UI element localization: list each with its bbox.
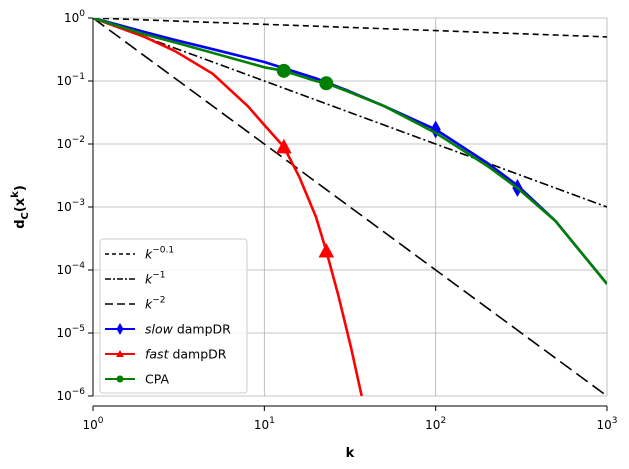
y-tick-label-1: 10−1	[56, 72, 85, 88]
legend-item-k-0.1: k−0.1	[105, 246, 174, 262]
legend: k−0.1 k−1 k−2 slow dampDR fast dampDR CPA	[99, 238, 248, 394]
x-tick-label-0: 100	[82, 416, 103, 432]
series-cpa	[93, 18, 607, 285]
legend-label: fast dampDR	[145, 347, 227, 362]
legend-label: k−0.1	[145, 246, 174, 262]
y-tick-label-0: 100	[64, 9, 85, 25]
series-line-k-2	[93, 18, 607, 396]
legend-item-fast-dampdr: fast dampDR	[105, 347, 227, 362]
legend-label: CPA	[145, 372, 169, 387]
series-k-2	[93, 18, 607, 396]
y-tick-label-4: 10−4	[56, 261, 85, 277]
x-axis-label: k	[346, 446, 355, 461]
legend-item-slow-dampdr: slow dampDR	[105, 322, 231, 337]
y-tick-label-6: 10−6	[56, 387, 85, 403]
legend-label: k−2	[145, 296, 166, 312]
y-axis-label-text: dC(xk)	[10, 185, 31, 229]
data-point-fast-dampdr-1	[318, 242, 335, 258]
legend-label: slow dampDR	[145, 322, 231, 337]
y-tick-label-3: 10−3	[56, 198, 85, 214]
ticks: 100 101 102 103 100 10−1 10−2 10−3 10−4 10−5 10−6	[56, 9, 617, 432]
x-tick-label-1: 101	[254, 416, 275, 432]
data-point-cpa-1	[319, 76, 334, 91]
legend-item-k-2: k−2	[105, 296, 166, 312]
x-tick-label-3: 103	[596, 416, 617, 432]
legend-label: k−1	[145, 271, 166, 287]
series-fast-dampdr	[93, 18, 363, 396]
series-k-0.1	[93, 18, 607, 38]
legend-item-k-1: k−1	[105, 271, 166, 287]
x-tick-label-2: 102	[425, 416, 446, 432]
y-axis-label: dC(xk)	[10, 185, 31, 229]
data-point-cpa-0	[276, 63, 291, 78]
series-line-k-1	[93, 18, 607, 208]
series-line-k-0.1	[93, 18, 607, 38]
legend-item-cpa: CPA	[105, 372, 169, 387]
y-tick-label-5: 10−5	[56, 324, 85, 340]
data-point-fast-dampdr-0	[276, 138, 292, 154]
series-k-1	[93, 18, 607, 208]
y-tick-label-2: 10−2	[56, 135, 85, 151]
legend-box	[99, 238, 248, 394]
